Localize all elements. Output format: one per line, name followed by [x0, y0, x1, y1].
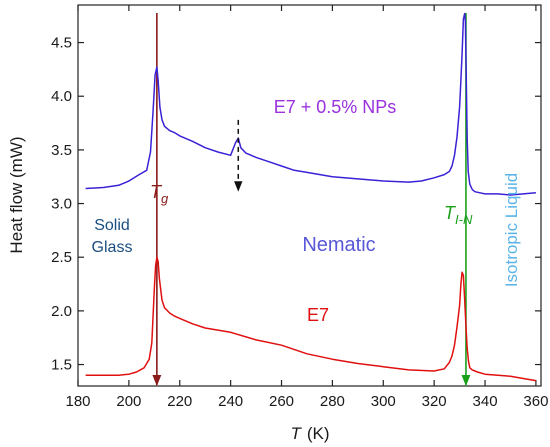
x-axis-symbol: T: [290, 424, 302, 443]
plot-area: [77, 4, 542, 387]
x-tick-label: 340: [473, 393, 498, 410]
x-tick-label: 280: [320, 393, 345, 410]
marker-label-sub: I-N: [455, 212, 473, 227]
y-tick-label: 1.5: [51, 357, 72, 374]
series-line-1: [85, 256, 537, 382]
x-axis-unit: (K): [307, 424, 330, 443]
x-tick-label: 360: [523, 393, 548, 410]
region-label-isotropic: Isotropic Liquid: [502, 173, 521, 287]
x-tick-label: 180: [65, 393, 90, 410]
x-tick-label: 260: [269, 393, 294, 410]
marker-label-main: T: [150, 182, 163, 202]
marker-label-tg: Tg: [150, 182, 169, 206]
x-tick-label: 300: [371, 393, 396, 410]
y-tick-label: 3.5: [51, 142, 72, 159]
region-label-nematic: Nematic: [302, 234, 375, 256]
marker-label-main: T: [444, 203, 457, 223]
y-tick-label: 3.0: [51, 196, 72, 213]
x-axis-label: T (K): [290, 424, 329, 443]
y-tick-label: 4.5: [51, 35, 72, 52]
x-tick-label: 320: [422, 393, 447, 410]
series-line-0: [85, 12, 536, 196]
x-tick-label: 220: [167, 393, 192, 410]
series-label-np: E7 + 0.5% NPs: [274, 97, 397, 117]
region-label-solid: Solid: [94, 217, 130, 234]
y-tick-label: 2.0: [51, 303, 72, 320]
y-axis-label: Heat flow (mW): [7, 136, 26, 253]
axis-ticks: 180 200 220 240 260 280 300 320 340 360 1.5 2.0 2.5 3…: [51, 5, 548, 410]
y-tick-label: 2.5: [51, 249, 72, 266]
y-tick-label: 4.0: [51, 88, 72, 105]
series-group: [85, 12, 537, 387]
series-label-e7: E7: [307, 305, 329, 325]
x-tick-label: 240: [218, 393, 243, 410]
marker-label-tin: TI-N: [444, 203, 473, 227]
marker-label-sub: g: [161, 191, 169, 206]
plot-border: [77, 4, 542, 387]
region-label-glass: Glass: [92, 239, 133, 256]
x-tick-label: 200: [116, 393, 141, 410]
